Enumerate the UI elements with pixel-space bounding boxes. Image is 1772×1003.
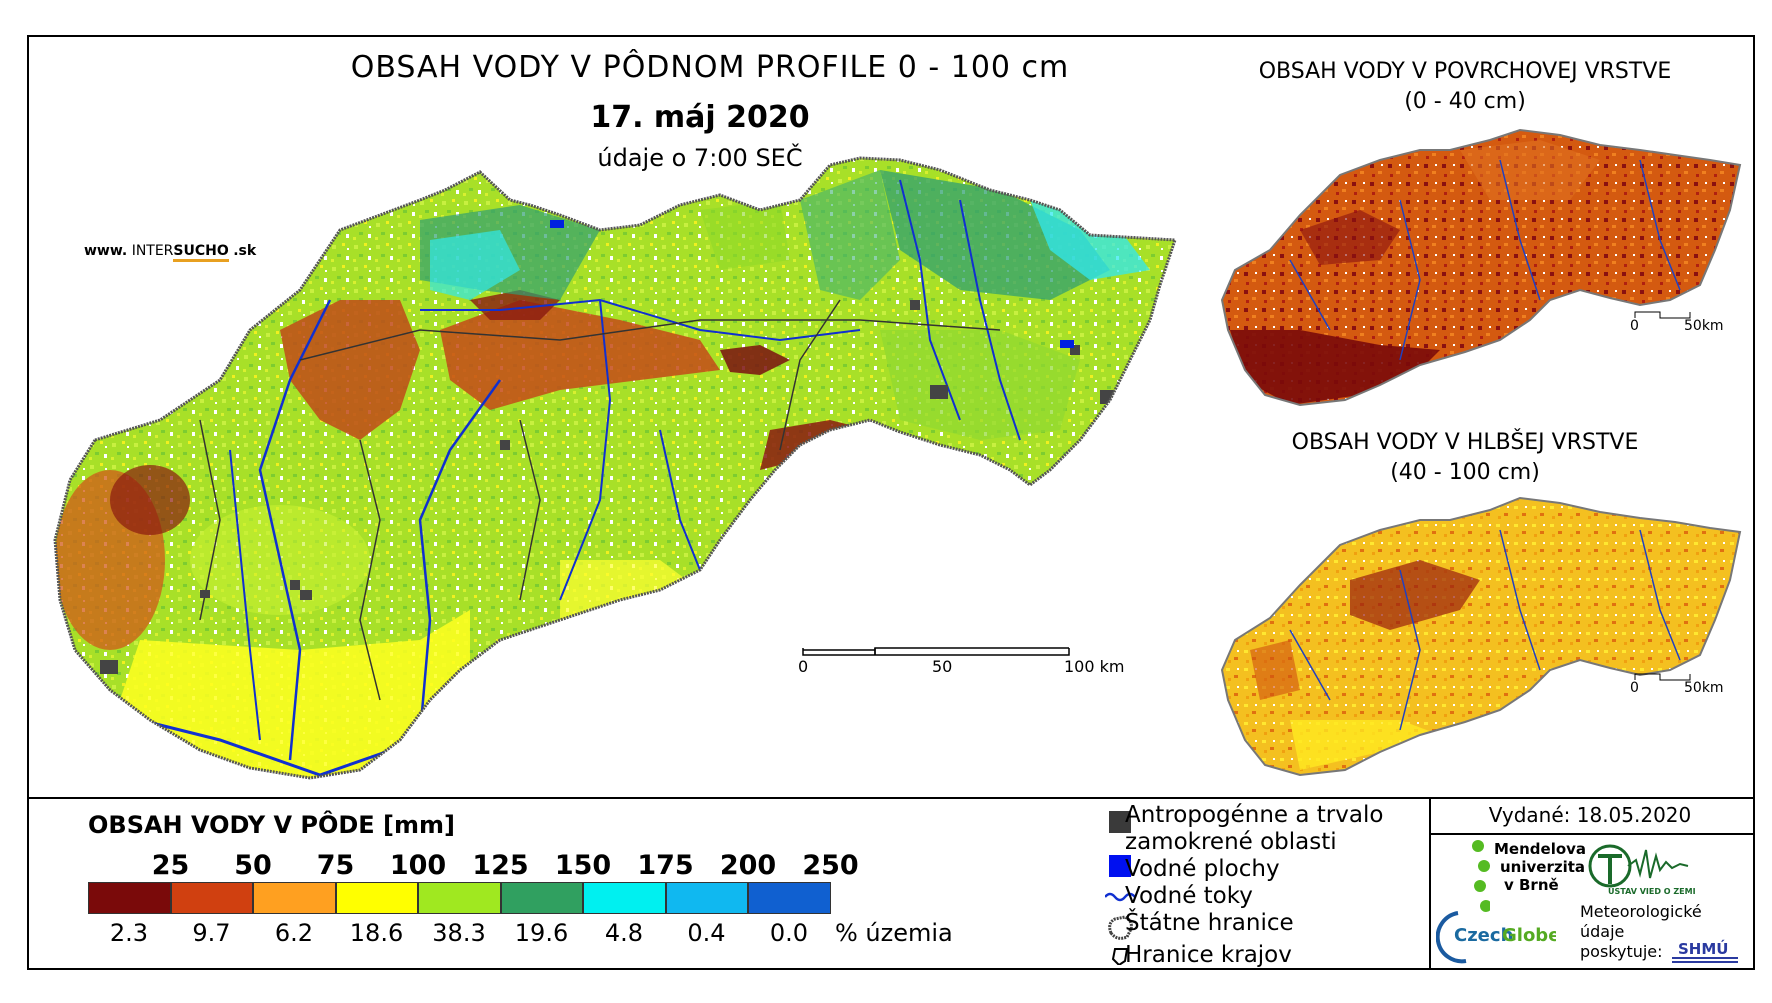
legend-swatch <box>583 882 666 914</box>
legend-percentage: 19.6 <box>514 919 569 947</box>
main-scale-0: 0 <box>798 657 809 676</box>
legend-swatch <box>335 882 418 914</box>
shmu-text: SHMÚ <box>1678 939 1728 958</box>
site-prefix: www. <box>84 243 128 259</box>
mendel-dots <box>1472 840 1490 912</box>
water-stream-icon <box>1105 892 1135 902</box>
issued-date: Vydané: 18.05.2020 <box>1488 803 1692 827</box>
meteo-line-1: Meteorologické <box>1580 902 1702 921</box>
deep-map-subtitle: (40 - 100 cm) <box>1390 460 1540 485</box>
legend-percentage: 38.3 <box>432 919 486 947</box>
issued-divider <box>1429 833 1755 835</box>
water-streams-label: Vodné toky <box>1125 883 1253 909</box>
site-sucho: SUCHO <box>173 243 229 262</box>
surface-scale-bar <box>1634 311 1691 319</box>
main-scale-50: 50 <box>932 657 953 676</box>
legend-swatch <box>88 882 171 914</box>
legend-swatch <box>665 882 748 914</box>
czechglobe-text-2: Globe <box>1502 925 1556 946</box>
water-area-icon <box>1109 855 1131 877</box>
state-border-icon <box>1108 915 1133 940</box>
state-border-label: Štátne hranice <box>1125 910 1294 936</box>
surface-scale-50: 50km <box>1684 318 1724 334</box>
surface-map-title: OBSAH VODY V POVRCHOVEJ VRSTVE <box>1258 59 1672 84</box>
legend-percentage: 9.7 <box>192 919 231 947</box>
legend-swatch <box>748 882 831 914</box>
mendel-line-3: v Brně <box>1504 876 1559 894</box>
czechglobe-logo: Czech Globe <box>1436 911 1556 964</box>
legend-swatch <box>418 882 501 914</box>
earth-institute-name: ÚSTAV VIED O ZEMI <box>1608 885 1696 896</box>
deep-scale-50: 50km <box>1684 680 1724 696</box>
meteo-line-2: údaje <box>1580 922 1625 941</box>
main-scale-100: 100 km <box>1064 657 1125 676</box>
mendel-line-1: Mendelova <box>1494 840 1587 858</box>
legend-swatch <box>253 882 336 914</box>
czechglobe-text-1: Czech <box>1454 925 1513 946</box>
legend-threshold: 75 <box>316 850 355 881</box>
anthropogenic-label-1: Antropogénne a trvalo <box>1125 802 1384 828</box>
legend-threshold: 250 <box>802 850 859 881</box>
percent-unit: % územia <box>835 919 953 947</box>
region-border-label: Hranice krajov <box>1125 942 1292 968</box>
region-border-icon <box>1111 948 1129 965</box>
main-map-title: OBSAH VODY V PÔDNOM PROFILE 0 - 100 cm <box>350 50 1070 85</box>
shmu-logo: SHMÚ <box>1672 938 1738 963</box>
main-map-date: 17. máj 2020 <box>590 100 810 135</box>
legend-threshold: 100 <box>389 850 447 881</box>
legend-percentage: 6.2 <box>274 919 314 947</box>
legend-swatch <box>170 882 253 914</box>
main-scale-bar <box>802 647 1070 656</box>
legend-threshold: 200 <box>719 850 777 881</box>
legend-threshold: 125 <box>472 850 529 881</box>
surface-map-subtitle: (0 - 40 cm) <box>1404 89 1526 114</box>
deep-scale-bar <box>1634 673 1691 681</box>
state-border-deep <box>1220 496 1742 777</box>
water-areas-label: Vodné plochy <box>1125 856 1280 882</box>
deep-scale-0: 0 <box>1630 680 1639 696</box>
legend-threshold: 175 <box>637 850 694 881</box>
main-map-subtitle: údaje o 7:00 SEČ <box>597 144 803 172</box>
legend-percentage: 18.6 <box>349 919 404 947</box>
legend-divider <box>1429 797 1431 970</box>
legend-threshold: 50 <box>234 850 272 881</box>
mendel-line-2: univerzita <box>1500 858 1586 876</box>
anthropogenic-label-2: zamokrené oblasti <box>1125 829 1337 855</box>
legend-percentage: 0.4 <box>687 919 726 947</box>
legend-title: OBSAH VODY V PÔDE [mm] <box>88 811 456 839</box>
state-border-main <box>53 156 1178 780</box>
intersucho-link[interactable]: www. INTERSUCHO .sk <box>84 243 257 262</box>
state-border-surface <box>1220 128 1742 407</box>
legend-threshold: 25 <box>151 850 190 881</box>
earth-institute-logo: ÚSTAV VIED O ZEMI <box>1588 844 1696 896</box>
site-inter: INTER <box>131 243 174 259</box>
anthropogenic-icon <box>1109 811 1131 833</box>
legend-percentage: 0.0 <box>769 919 809 947</box>
legend-area <box>27 797 1755 970</box>
legend-threshold: 150 <box>554 850 612 881</box>
deep-map-title: OBSAH VODY V HLBŠEJ VRSTVE <box>1291 430 1639 455</box>
surface-scale-0: 0 <box>1630 318 1639 334</box>
meteo-line-3: poskytuje: <box>1580 942 1663 961</box>
legend-percentage: 4.8 <box>604 919 644 947</box>
symbol-icons <box>1105 811 1135 965</box>
legend-percentage: 2.3 <box>109 919 149 947</box>
site-suffix: .sk <box>233 243 257 259</box>
legend-swatch <box>500 882 583 914</box>
